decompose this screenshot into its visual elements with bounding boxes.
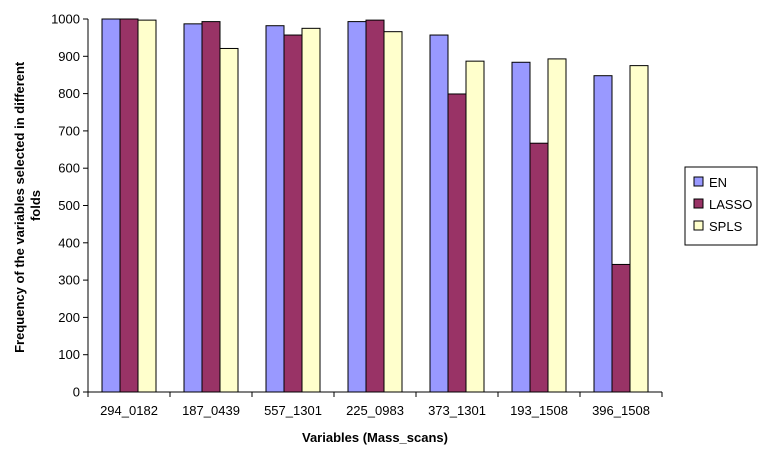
bar-spls-557_1301 — [301, 27, 321, 393]
bar-en-373_1301 — [429, 34, 449, 393]
y-tick-label: 600 — [58, 161, 80, 176]
y-tick-label: 100 — [58, 347, 80, 362]
bar-spls-193_1508 — [547, 58, 567, 393]
legend: EN LASSO SPLS — [684, 166, 758, 246]
bar-en-396_1508 — [593, 75, 613, 393]
legend-swatch-spls — [693, 220, 704, 231]
bar-lasso-557_1301 — [283, 34, 303, 393]
x-tick-label: 193_1508 — [510, 403, 568, 418]
bar-en-557_1301 — [265, 25, 285, 393]
legend-label-lasso: LASSO — [709, 197, 752, 212]
bar-lasso-187_0439 — [201, 21, 221, 393]
legend-label-spls: SPLS — [709, 219, 743, 234]
x-tick-label: 373_1301 — [428, 403, 486, 418]
bar-spls-225_0983 — [383, 31, 403, 393]
y-tick-label: 400 — [58, 235, 80, 250]
x-tick-label: 557_1301 — [264, 403, 322, 418]
legend-label-en: EN — [709, 175, 727, 190]
bar-en-225_0983 — [347, 21, 367, 393]
y-tick-label: 200 — [58, 310, 80, 325]
bar-lasso-193_1508 — [529, 142, 549, 393]
bar-en-193_1508 — [511, 61, 531, 393]
legend-swatch-lasso — [693, 198, 704, 209]
x-axis-title: Variables (Mass_scans) — [302, 430, 448, 445]
y-tick-label: 800 — [58, 86, 80, 101]
bar-lasso-225_0983 — [365, 19, 385, 393]
axes — [87, 19, 662, 393]
legend-swatch-en — [693, 176, 704, 187]
x-tick-label: 225_0983 — [346, 403, 404, 418]
bar-en-187_0439 — [183, 23, 203, 393]
y-tick-label: 300 — [58, 273, 80, 288]
y-axis-ticks: 0 100 200 300 400 500 600 700 800 900 1000 — [51, 12, 88, 400]
y-tick-label: 0 — [73, 385, 80, 400]
y-tick-label: 500 — [58, 198, 80, 213]
x-axis-ticks: 294_0182 187_0439 557_1301 225_0983 373_1301… — [87, 392, 663, 418]
y-tick-label: 1000 — [51, 12, 80, 27]
bar-lasso-396_1508 — [611, 263, 631, 393]
bar-en-294_0182 — [101, 18, 121, 393]
bar-lasso-294_0182 — [119, 18, 139, 393]
y-tick-label: 900 — [58, 49, 80, 64]
x-tick-label: 187_0439 — [182, 403, 240, 418]
y-tick-label: 700 — [58, 123, 80, 138]
bar-spls-294_0182 — [137, 19, 157, 393]
bar-spls-187_0439 — [219, 47, 239, 393]
bar-lasso-373_1301 — [447, 93, 467, 393]
x-tick-label: 294_0182 — [100, 403, 158, 418]
bar-spls-396_1508 — [629, 65, 649, 393]
y-axis-title: Frequency of the variables selected in d… — [12, 58, 43, 353]
y-axis-title-line-2: folds — [28, 190, 43, 221]
x-tick-label: 396_1508 — [592, 403, 650, 418]
bar-spls-373_1301 — [465, 60, 485, 393]
bars — [101, 18, 649, 393]
y-axis-title-line-1: Frequency of the variables selected in d… — [12, 61, 27, 353]
